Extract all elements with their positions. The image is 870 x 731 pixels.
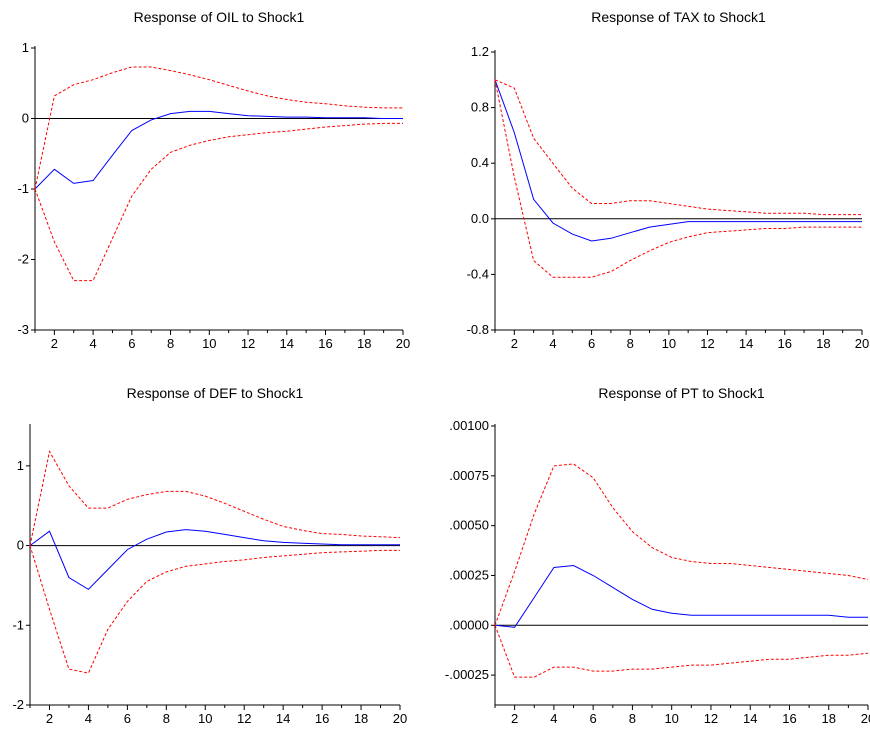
x-tick-label: 6	[124, 711, 131, 726]
x-tick-label: 2	[511, 336, 518, 351]
x-tick-label: 10	[662, 336, 676, 351]
upper-band-line	[34, 66, 403, 190]
y-tick-label: -2	[12, 697, 24, 712]
x-tick-label: 18	[816, 336, 830, 351]
y-tick-label: .00100	[449, 418, 489, 433]
x-tick-label: 6	[590, 711, 597, 726]
x-tick-label: 16	[778, 336, 792, 351]
x-tick-label: 14	[280, 336, 294, 351]
upper-band-line	[494, 79, 862, 216]
x-tick-label: 14	[743, 711, 757, 726]
x-tick-label: 18	[822, 711, 836, 726]
y-tick-label: -0.8	[467, 322, 489, 337]
chart-title: Response of DEF to Shock1	[127, 385, 304, 401]
y-tick-label: -1	[12, 617, 24, 632]
x-tick-label: 8	[163, 711, 170, 726]
y-tick-label: .00050	[449, 518, 489, 533]
y-tick-label: -3	[17, 322, 29, 337]
x-tick-label: 4	[85, 711, 92, 726]
y-tick-label: 0	[22, 111, 29, 126]
y-tick-label: .00075	[449, 468, 489, 483]
chart-title: Response of TAX to Shock1	[591, 9, 766, 25]
chart-title: Response of PT to Shock1	[598, 385, 764, 401]
x-tick-label: 16	[318, 336, 332, 351]
y-tick-label: 0.4	[471, 155, 489, 170]
y-tick-label: 0	[17, 538, 24, 553]
y-tick-label: .00000	[449, 617, 489, 632]
x-tick-label: 4	[89, 336, 96, 351]
y-tick-label: 1.2	[471, 44, 489, 59]
x-tick-label: 12	[704, 711, 718, 726]
y-tick-label: -.00025	[445, 667, 489, 682]
upper-band-line	[29, 450, 401, 546]
response-line	[34, 110, 403, 190]
chart-panel-4: Response of PT to Shock1 -.00025 .00000 .00…	[445, 385, 870, 726]
lower-band-line	[494, 625, 869, 678]
chart-panel-2: Response of TAX to Shock1 -0.8 -0.4 0.0 0.4 0…	[467, 9, 870, 351]
x-tick-label: 2	[51, 336, 58, 351]
x-tick-label: 8	[629, 711, 636, 726]
y-tick-label: -1	[17, 181, 29, 196]
x-tick-label: 6	[128, 336, 135, 351]
x-tick-label: 16	[782, 711, 796, 726]
y-tick-label: -2	[17, 252, 29, 267]
lower-band-line	[34, 122, 403, 282]
x-tick-label: 12	[241, 336, 255, 351]
x-tick-label: 2	[46, 711, 53, 726]
x-tick-label: 6	[588, 336, 595, 351]
chart-title: Response of OIL to Shock1	[134, 9, 305, 25]
response-line	[29, 529, 400, 591]
x-tick-label: 20	[396, 336, 410, 351]
x-tick-label: 14	[276, 711, 290, 726]
x-tick-label: 14	[739, 336, 753, 351]
x-tick-label: 18	[357, 336, 371, 351]
x-tick-label: 10	[202, 336, 216, 351]
x-tick-label: 10	[198, 711, 212, 726]
x-tick-label: 8	[167, 336, 174, 351]
x-tick-label: 4	[550, 711, 557, 726]
y-tick-label: .00025	[449, 567, 489, 582]
x-tick-label: 10	[664, 711, 678, 726]
x-tick-label: 12	[237, 711, 251, 726]
x-tick-label: 16	[315, 711, 329, 726]
x-tick-label: 12	[700, 336, 714, 351]
x-tick-label: 2	[511, 711, 518, 726]
x-tick-label: 20	[393, 711, 407, 726]
x-tick-label: 8	[627, 336, 634, 351]
x-tick-label: 20	[855, 336, 869, 351]
response-line	[494, 79, 862, 242]
y-tick-label: 0.8	[471, 100, 489, 115]
y-tick-label: 1	[22, 40, 29, 55]
lower-band-line	[494, 79, 862, 278]
response-line	[494, 564, 868, 628]
y-tick-label: 1	[17, 458, 24, 473]
x-tick-label: 18	[354, 711, 368, 726]
y-tick-label: 0.0	[471, 211, 489, 226]
x-tick-label: 4	[549, 336, 556, 351]
y-tick-label: -0.4	[467, 266, 489, 281]
x-tick-label: 20	[861, 711, 870, 726]
upper-band-line	[494, 463, 869, 626]
lower-band-line	[29, 545, 400, 674]
